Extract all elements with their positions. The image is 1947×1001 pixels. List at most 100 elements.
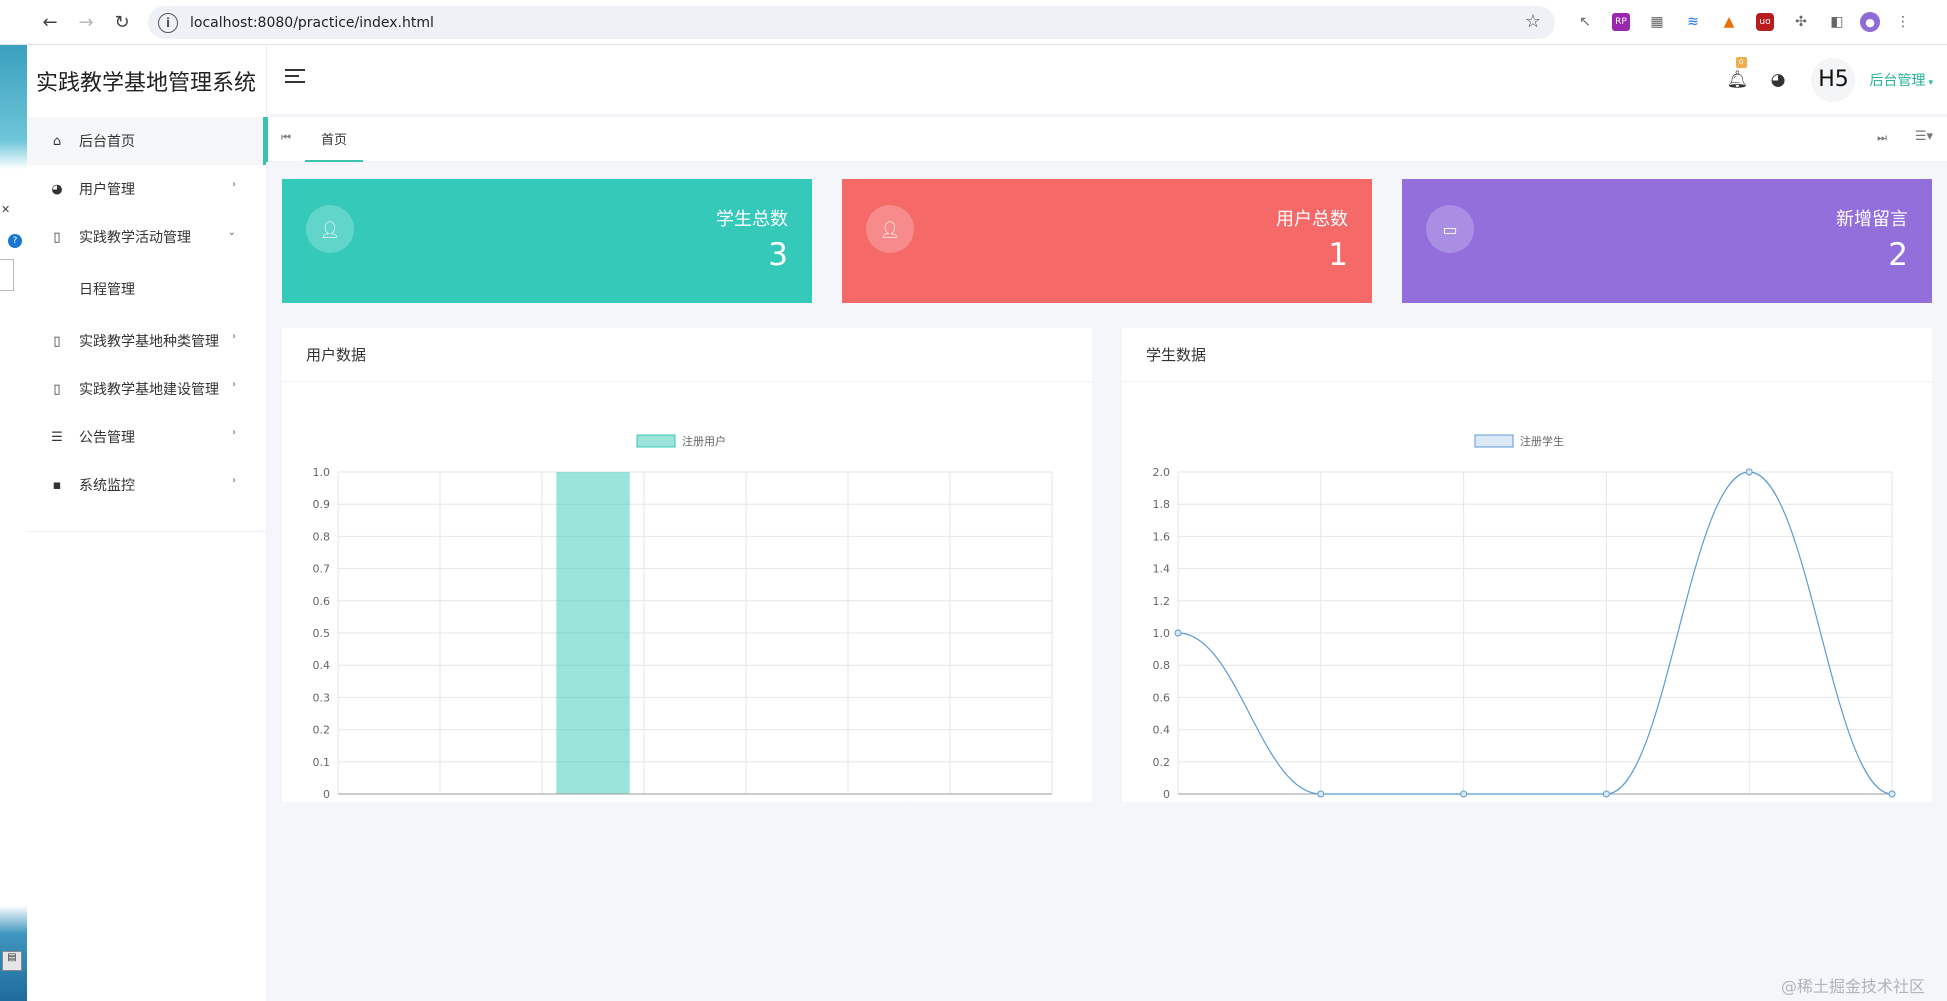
stat-value: 3 xyxy=(768,237,788,273)
sidebar-item[interactable]: ◕ 用户管理 › xyxy=(27,165,266,213)
address-bar[interactable]: i localhost:8080/practice/index.html ☆ xyxy=(148,6,1555,39)
y-tick-label: 1.0 xyxy=(313,466,331,479)
palette-icon: ◕ xyxy=(51,181,63,197)
tab-list-menu-icon[interactable]: ☰▾ xyxy=(1914,129,1933,144)
sidebar-item[interactable]: ☰ 公告管理 › xyxy=(27,413,266,461)
admin-dropdown[interactable]: 后台管理 ▾ xyxy=(1869,70,1933,90)
y-tick-label: 0.8 xyxy=(313,530,331,543)
notification-badge: 0 xyxy=(1735,56,1747,68)
y-tick-label: 0.4 xyxy=(313,659,331,672)
stat-card-users: 👤︎ 用户总数 1 xyxy=(842,179,1372,303)
sidebar-item-label: 实践教学活动管理 xyxy=(79,230,191,246)
data-point xyxy=(1317,790,1325,798)
tab-home[interactable]: 首页 xyxy=(305,117,363,162)
bell-icon[interactable]: 🔔︎ 0 xyxy=(1726,56,1749,90)
profile-avatar-icon[interactable]: ● xyxy=(1860,12,1880,32)
browser-toolbar: ← → ↻ i localhost:8080/practice/index.ht… xyxy=(0,0,1947,45)
data-point xyxy=(1460,790,1468,798)
sidebar-item[interactable]: ⌂ 后台首页 xyxy=(27,117,266,165)
file-icon: ▯ xyxy=(53,381,61,397)
legend-swatch xyxy=(636,434,676,448)
browser-menu-icon[interactable]: ⋮ xyxy=(1896,14,1910,30)
x-tick-label: 2020 xyxy=(1734,801,1765,802)
chevron-icon: › xyxy=(232,379,236,390)
x-tick-label: 2018 xyxy=(1448,801,1479,802)
help-icon[interactable]: ? xyxy=(8,234,22,248)
y-tick-label: 0 xyxy=(323,788,330,801)
back-icon[interactable]: ← xyxy=(42,11,58,33)
sidebar-item[interactable]: ▯ 实践教学活动管理 ⌄ xyxy=(27,213,266,261)
avatar[interactable]: H5 xyxy=(1811,57,1856,102)
sidebar-item[interactable]: ▯ 实践教学基地种类管理 › xyxy=(27,317,266,365)
y-tick-label: 0.2 xyxy=(313,724,331,737)
list-icon: ☰ xyxy=(51,429,63,445)
side-panel-icon[interactable]: ◧ xyxy=(1830,14,1844,30)
cursor-extension-icon[interactable]: ↖ xyxy=(1579,14,1591,30)
sidebar-item-label: 后台首页 xyxy=(79,134,135,150)
data-point xyxy=(1888,790,1896,798)
panel-title: 用户数据 xyxy=(282,328,1092,382)
x-tick-label: 周一 xyxy=(377,801,401,802)
forward-icon[interactable]: → xyxy=(78,11,94,33)
x-tick-label: 周日 xyxy=(989,801,1013,802)
store-extension-icon[interactable]: ▦ xyxy=(1650,14,1664,30)
x-tick-label: 2017 xyxy=(1306,801,1337,802)
file-icon: ▯ xyxy=(53,229,61,245)
x-tick-label: 2019 xyxy=(1591,801,1622,802)
tree-extension-icon[interactable]: ▲ xyxy=(1723,14,1735,30)
palette-icon[interactable]: ◕ xyxy=(1770,69,1786,90)
tab-scroll-left-icon[interactable]: ⏮ xyxy=(281,131,291,144)
brand-title: 实践教学基地管理系统 xyxy=(36,71,257,96)
site-info-icon[interactable]: i xyxy=(158,12,178,33)
y-tick-label: 1.6 xyxy=(1153,530,1171,543)
stat-value: 2 xyxy=(1888,237,1908,273)
extensions-area: ↖ RP ▦ ≋ ▲ uo ✣ ◧ ● ⋮ xyxy=(1572,10,1916,34)
user-icon: 👤︎ xyxy=(866,205,914,253)
reload-icon[interactable]: ↻ xyxy=(114,11,130,33)
data-point xyxy=(1174,629,1182,637)
sidebar-item[interactable]: 日程管理 xyxy=(27,261,266,317)
ublock-extension-icon[interactable]: uo xyxy=(1756,13,1774,31)
sidebar-item[interactable]: ▪ 系统监控 › xyxy=(27,461,266,509)
sidebar-divider xyxy=(27,531,266,532)
y-tick-label: 1.2 xyxy=(1153,595,1171,608)
layers-extension-icon[interactable]: ≋ xyxy=(1687,14,1699,30)
desktop-window-icon[interactable]: ▤ xyxy=(2,951,22,971)
sidebar-item-label: 实践教学基地建设管理 xyxy=(79,382,219,398)
rp-extension-icon[interactable]: RP xyxy=(1612,13,1630,31)
y-tick-label: 0.5 xyxy=(313,627,331,640)
chevron-icon: › xyxy=(232,179,236,190)
close-icon[interactable]: ✕ xyxy=(1,203,11,216)
tab-indicator xyxy=(265,117,268,162)
admin-label: 后台管理 xyxy=(1869,72,1926,89)
sidebar: 实践教学基地管理系统 ⌂ 后台首页 ◕ 用户管理 › ▯ 实践教学活动管理 ⌄ 日程管理 ▯ 实践教… xyxy=(27,45,267,1001)
tab-scroll-right-icon[interactable]: ⏭ xyxy=(1877,131,1887,144)
sidebar-menu: ⌂ 后台首页 ◕ 用户管理 › ▯ 实践教学活动管理 ⌄ 日程管理 ▯ 实践教学基地种类管理 › ▯ 实践… xyxy=(27,117,266,509)
y-tick-label: 0.9 xyxy=(313,498,331,511)
bookmark-star-icon[interactable]: ☆ xyxy=(1524,11,1541,32)
panel-title: 学生数据 xyxy=(1122,328,1932,382)
sidebar-item-label: 用户管理 xyxy=(79,182,135,198)
chevron-icon: ⌄ xyxy=(227,227,236,238)
sidebar-item[interactable]: ▯ 实践教学基地建设管理 › xyxy=(27,365,266,413)
desktop-window-edge xyxy=(0,259,14,291)
y-tick-label: 0.6 xyxy=(1153,691,1171,704)
tabs-bar: ⏮ 首页 ⏭ ☰▾ xyxy=(265,117,1947,162)
y-tick-label: 0.6 xyxy=(313,595,331,608)
url-text[interactable]: localhost:8080/practice/index.html xyxy=(190,14,434,31)
home-icon: ⌂ xyxy=(52,133,62,149)
sidebar-item-label: 公告管理 xyxy=(79,430,135,446)
bar xyxy=(556,472,630,794)
user-icon: 👤︎ xyxy=(306,205,354,253)
puzzle-extensions-icon[interactable]: ✣ xyxy=(1795,14,1807,30)
sidebar-item-label: 系统监控 xyxy=(79,478,135,494)
x-tick-label: 周五 xyxy=(785,801,809,802)
stat-card-students: 👤︎ 学生总数 3 xyxy=(282,179,812,303)
top-header: 🔔︎ 0 ◕ H5 后台管理 ▾ xyxy=(267,45,1947,114)
stat-value: 1 xyxy=(1328,237,1348,273)
menu-toggle-icon[interactable] xyxy=(285,69,305,85)
y-tick-label: 0.7 xyxy=(313,563,331,576)
header-actions: 🔔︎ 0 ◕ H5 后台管理 ▾ xyxy=(1727,45,1947,114)
student-data-panel: 学生数据 注册学生 0 0.2 0.4 0.6 0.8 1.0 1.2 1.4 1.6 1.8 2.0… xyxy=(1122,328,1932,802)
x-tick-label: 周三 xyxy=(581,801,605,802)
